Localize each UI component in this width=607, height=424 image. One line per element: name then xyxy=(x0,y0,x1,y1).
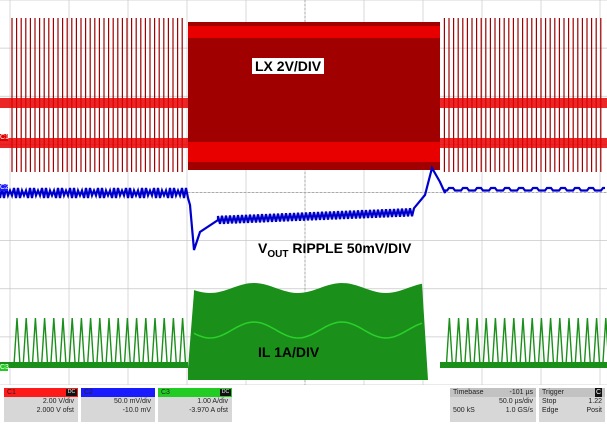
timebase-rate: 1.0 GS/s xyxy=(505,407,533,414)
channel-1-scale: 2.00 V/div xyxy=(42,398,74,405)
trigger-level: 1.22 xyxy=(588,398,602,405)
timebase-per-div: 50.0 µs/div xyxy=(499,398,533,405)
c2-marker[interactable]: C2 xyxy=(0,184,9,191)
vout-ripple-label: VOUT RIPPLE 50mV/DIV xyxy=(258,240,412,260)
trigger-source-tag: C xyxy=(594,388,602,397)
trigger-box[interactable]: Trigger C Stop 1.22 Edge Posit xyxy=(539,388,605,422)
trigger-slope: Posit xyxy=(586,407,602,414)
c1-marker[interactable]: C1 xyxy=(0,134,9,141)
il-scale-label: IL 1A/DIV xyxy=(258,344,320,360)
channel-1-box[interactable]: C1 DC 2.00 V/div 2.000 V ofst xyxy=(4,388,78,422)
lx-scale-label: LX 2V/DIV xyxy=(252,58,325,74)
timebase-samples: 500 kS xyxy=(453,407,475,414)
vout-waveform xyxy=(0,165,605,251)
channel-2-offset: -10.0 mV xyxy=(122,407,151,414)
timebase-box[interactable]: Timebase -101 µs 50.0 µs/div 500 kS 1.0 GS… xyxy=(450,388,536,422)
il-waveform xyxy=(0,283,607,380)
channel-info-panel: C1 DC 2.00 V/div 2.000 V ofst C2 50.0 mV/… xyxy=(0,387,607,424)
trigger-mode: Stop xyxy=(542,398,557,405)
channel-1-coupling: DC xyxy=(66,389,77,396)
channel-3-offset: -3.970 A ofst xyxy=(189,407,228,414)
c3-marker[interactable]: C3 xyxy=(0,364,9,371)
channel-2-box[interactable]: C2 50.0 mV/div -10.0 mV xyxy=(81,388,155,422)
trigger-label: Trigger xyxy=(542,389,564,396)
channel-3-coupling: DC xyxy=(220,389,231,396)
timebase-label: Timebase xyxy=(453,389,484,396)
channel-2-name: C2 xyxy=(84,389,93,396)
trigger-type: Edge xyxy=(542,407,559,414)
channel-2-scale: 50.0 mV/div xyxy=(114,398,151,405)
channel-3-scale: 1.00 A/div xyxy=(197,398,228,405)
waveform-plot xyxy=(0,0,607,385)
channel-1-name: C1 xyxy=(7,389,16,396)
lx-waveform xyxy=(0,18,607,172)
channel-1-offset: 2.000 V ofst xyxy=(36,407,74,414)
channel-3-box[interactable]: C3 DC 1.00 A/div -3.970 A ofst xyxy=(158,388,232,422)
channel-3-name: C3 xyxy=(161,389,170,396)
timebase-delay: -101 µs xyxy=(509,389,534,396)
